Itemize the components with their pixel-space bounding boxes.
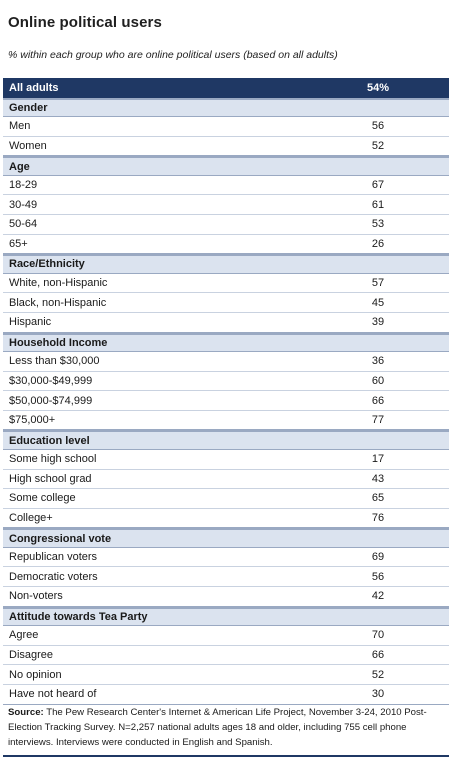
row-label: 50-64 [9, 218, 38, 231]
table-row: Women 52 [3, 136, 449, 157]
table-row: Agree 70 [3, 626, 449, 646]
row-value: 61 [371, 198, 385, 211]
row-label: Less than $30,000 [9, 355, 100, 368]
row-label: High school grad [9, 472, 92, 485]
row-value: 26 [371, 237, 385, 250]
all-adults-label: All adults [9, 81, 59, 94]
row-value: 52 [371, 668, 385, 681]
section-header: Congressional vote [3, 528, 449, 548]
row-label: Non-voters [9, 590, 63, 603]
table-row: High school grad 43 [3, 469, 449, 490]
table-row: 65+ 26 [3, 234, 449, 255]
table-row: Democratic voters 56 [3, 567, 449, 588]
row-label: Some high school [9, 453, 97, 466]
row-label: Agree [9, 629, 39, 642]
table-row: $30,000-$49,999 60 [3, 371, 449, 392]
row-label: 65+ [9, 237, 28, 250]
section-title: Congressional vote [9, 532, 112, 545]
row-label: $75,000+ [9, 414, 56, 427]
table-row: Some college 65 [3, 489, 449, 509]
row-value: 76 [371, 512, 385, 524]
row-label: 30-49 [9, 198, 38, 211]
source-label: Source: [8, 707, 44, 718]
table-row: $50,000-$74,999 66 [3, 391, 449, 411]
table-row: White, non-Hispanic 57 [3, 273, 449, 294]
row-value: 42 [371, 590, 385, 603]
row-label: Black, non-Hispanic [9, 296, 107, 309]
table-row: 50-64 53 [3, 215, 449, 235]
table-row: 18-29 67 [3, 175, 449, 196]
row-label: Have not heard of [9, 688, 97, 701]
row-label: 18-29 [9, 179, 38, 192]
row-label: $50,000-$74,999 [9, 394, 93, 407]
row-label: College+ [9, 512, 53, 524]
table-row: $75,000+ 77 [3, 410, 449, 431]
table-row: Republican voters 69 [3, 547, 449, 568]
source-text: The Pew Research Center's Internet & Ame… [8, 707, 427, 748]
table-row: Have not heard of 30 [3, 684, 449, 705]
row-value: 52 [371, 140, 385, 153]
section-title: Education level [9, 434, 90, 447]
table-row: No opinion 52 [3, 665, 449, 685]
all-adults-value: 54% [366, 81, 390, 94]
row-value: 69 [371, 551, 385, 564]
table-row: Men 56 [3, 117, 449, 137]
page-subtitle: % within each group who are online polit… [8, 49, 338, 61]
table-row: Disagree 66 [3, 645, 449, 666]
row-value: 17 [371, 453, 385, 466]
row-value: 30 [371, 688, 385, 701]
row-value: 39 [371, 316, 385, 329]
section-header: Gender [3, 97, 449, 118]
table-row: 30-49 61 [3, 195, 449, 216]
section-header: Education level [3, 430, 449, 450]
table-row: Less than $30,000 36 [3, 352, 449, 372]
section-header: Age [3, 156, 449, 176]
row-label: Some college [9, 492, 76, 505]
data-table: All adults 54% Gender Men 56 Women 52 Age 18-2… [3, 78, 449, 705]
section-title: Age [9, 160, 30, 173]
row-value: 36 [371, 355, 385, 368]
section-title: Household Income [9, 336, 108, 349]
section-title: Race/Ethnicity [9, 258, 85, 271]
row-value: 66 [371, 649, 385, 662]
source-note: Source: The Pew Research Center's Intern… [8, 705, 448, 750]
table-row: Hispanic 39 [3, 312, 449, 333]
section-header: Household Income [3, 332, 449, 353]
row-value: 43 [371, 472, 385, 485]
row-value: 56 [371, 570, 385, 583]
row-label: Republican voters [9, 551, 98, 564]
row-value: 53 [371, 218, 385, 231]
bottom-rule [3, 755, 449, 757]
row-label: No opinion [9, 668, 62, 681]
table-row: College+ 76 [3, 508, 449, 529]
section-title: Gender [9, 101, 48, 114]
page-title: Online political users [8, 14, 162, 31]
row-value: 65 [371, 492, 385, 505]
row-value: 67 [371, 179, 385, 192]
table-sections: Gender Men 56 Women 52 Age 18-29 67 30-49 61 50-64… [3, 97, 449, 705]
section-header: Race/Ethnicity [3, 254, 449, 274]
table-row: Black, non-Hispanic 45 [3, 293, 449, 313]
row-label: Men [9, 120, 31, 133]
table-row: Some high school 17 [3, 449, 449, 470]
row-label: Hispanic [9, 316, 52, 329]
row-value: 57 [371, 277, 385, 290]
row-value: 45 [371, 296, 385, 309]
row-label: Women [9, 140, 47, 153]
row-label: $30,000-$49,999 [9, 374, 93, 387]
row-label: Disagree [9, 649, 54, 662]
section-header: Attitude towards Tea Party [3, 606, 449, 627]
row-value: 56 [371, 120, 385, 133]
row-label: Democratic voters [9, 570, 98, 583]
row-label: White, non-Hispanic [9, 277, 108, 290]
all-adults-row: All adults 54% [3, 78, 449, 98]
table-row: Non-voters 42 [3, 587, 449, 607]
row-value: 77 [371, 414, 385, 427]
row-value: 66 [371, 394, 385, 407]
section-title: Attitude towards Tea Party [9, 610, 148, 623]
row-value: 60 [371, 374, 385, 387]
row-value: 70 [371, 629, 385, 642]
